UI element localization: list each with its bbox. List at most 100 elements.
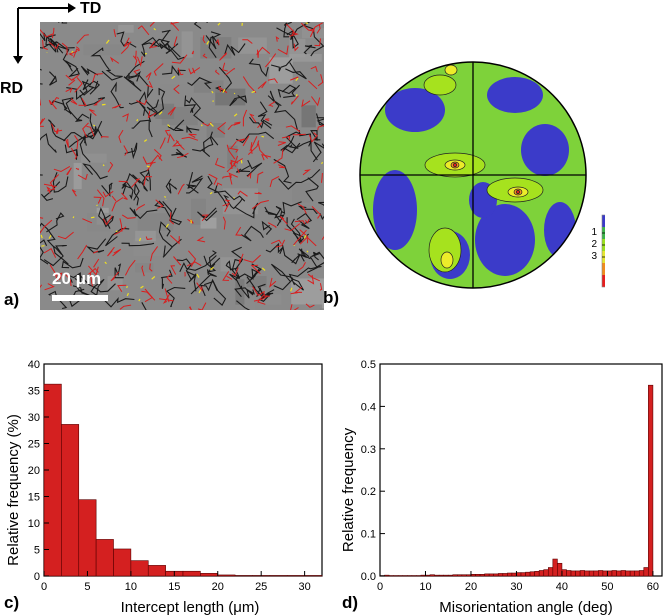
histogram-bar (475, 574, 481, 577)
histogram-bar (625, 570, 631, 577)
x-tick-label: 10 (125, 581, 137, 593)
histogram-bar (95, 539, 114, 577)
histogram-bar (384, 574, 390, 577)
direction-arrows (13, 3, 76, 64)
histogram-bar (200, 573, 219, 577)
histogram-bar (493, 573, 499, 577)
y-tick-label: 40 (28, 359, 40, 371)
histogram-bar (552, 558, 558, 577)
histogram-bar (593, 570, 599, 577)
rd-label: RD (0, 80, 24, 97)
histogram-bar (547, 567, 554, 577)
x-tick-label: 10 (419, 581, 431, 593)
y-tick-label: 0.2 (361, 486, 376, 498)
y-tick-label: 0 (34, 571, 40, 583)
histogram-bar (648, 384, 654, 577)
histogram-bar (525, 571, 531, 577)
histogram-bar (438, 574, 444, 577)
x-tick-label: 20 (212, 581, 224, 593)
histogram-bar (579, 570, 585, 577)
histogram-bar (520, 572, 526, 577)
histogram-bar (443, 574, 449, 577)
plot-frame (379, 363, 663, 577)
intensity-legend: 123 (591, 214, 605, 288)
histogram-bar (130, 560, 149, 577)
x-tick-label: 0 (41, 581, 47, 593)
x-tick-label: 15 (168, 581, 180, 593)
pole-figure: 123 (359, 61, 605, 289)
histogram-bar (557, 562, 563, 577)
x-tick-label: 50 (601, 581, 613, 593)
histogram-bar (588, 570, 595, 577)
histogram-bar (529, 571, 535, 577)
x-tick-label: 30 (299, 581, 311, 593)
y-axis-label: Relative frequency (%) (5, 414, 22, 566)
panel-label-d: d) (342, 593, 359, 612)
histogram-bar (113, 548, 132, 577)
x-tick-label: 25 (255, 581, 267, 593)
histogram-bar (78, 499, 97, 577)
histogram-bar (602, 570, 608, 577)
y-tick-label: 0.4 (361, 401, 376, 413)
legend-swatch (602, 275, 605, 287)
histogram-bar (488, 573, 495, 577)
histogram-bar (43, 383, 62, 577)
histogram-bar (611, 570, 617, 577)
histogram-bar (304, 575, 323, 577)
histogram-bar (425, 574, 431, 577)
histogram-bar (598, 570, 604, 577)
histogram-bar (511, 572, 517, 577)
histogram-bar (575, 570, 581, 577)
legend-tick-label: 3 (591, 251, 597, 262)
y-tick-label: 5 (34, 545, 40, 557)
histogram-bar (61, 424, 80, 577)
histogram-bar (217, 574, 236, 577)
y-tick-label: 0.5 (361, 359, 376, 371)
intercept-length-histogram: 0 5 10 15 20 25 30 0 5 10 15 20 25 30 35 40 Intercept l… (5, 359, 323, 616)
histogram-bar (507, 572, 513, 577)
histogram-bar (561, 569, 567, 577)
histogram-bar (452, 574, 458, 577)
histogram-bar (484, 573, 490, 577)
x-tick-label: 40 (556, 581, 568, 593)
y-tick-label: 35 (28, 386, 40, 398)
x-tick-label: 20 (465, 581, 477, 593)
histogram-bar (502, 573, 508, 577)
panel-label-b: b) (323, 288, 340, 307)
histogram-bar (543, 569, 549, 577)
histogram-bar (497, 573, 504, 577)
histogram-bar (616, 570, 622, 577)
panel-label-a: a) (4, 290, 20, 309)
misorientation-histogram: 0 10 20 30 40 50 60 0.0 0.1 0.2 0.3 0.4 0.5 Misorien… (340, 359, 663, 616)
histogram-bar (429, 574, 435, 577)
y-tick-label: 0.1 (361, 529, 376, 541)
histogram-bar (516, 572, 522, 577)
histogram-bar (584, 570, 590, 577)
legend-tick-label: 2 (591, 239, 597, 250)
histogram-bar (461, 574, 467, 577)
histogram-bar (434, 574, 440, 577)
histogram-bar (570, 570, 576, 577)
histogram-bar (457, 574, 463, 577)
histogram-bar (182, 570, 201, 577)
x-tick-label: 60 (647, 581, 659, 593)
histogram-bar (286, 575, 305, 577)
histogram-bar (620, 570, 626, 577)
y-tick-label: 30 (28, 412, 40, 424)
x-tick-label: 5 (84, 581, 90, 593)
histogram-bar (470, 574, 476, 577)
rd-arrowhead (13, 56, 23, 64)
histogram-bar (447, 574, 454, 577)
x-tick-label: 0 (377, 581, 383, 593)
histogram-bar (638, 570, 645, 577)
x-axis-label: Misorientation angle (deg) (439, 599, 612, 616)
y-tick-label: 0.3 (361, 444, 376, 456)
histogram-bar (234, 575, 253, 577)
y-tick-label: 15 (28, 492, 40, 504)
x-axis-label: Intercept length (μm) (121, 599, 260, 616)
legend-swatch (602, 215, 605, 227)
histogram-bar (607, 570, 613, 577)
histogram-bar (538, 570, 545, 577)
td-label: TD (80, 0, 102, 17)
panel-label-c: c) (4, 593, 20, 612)
